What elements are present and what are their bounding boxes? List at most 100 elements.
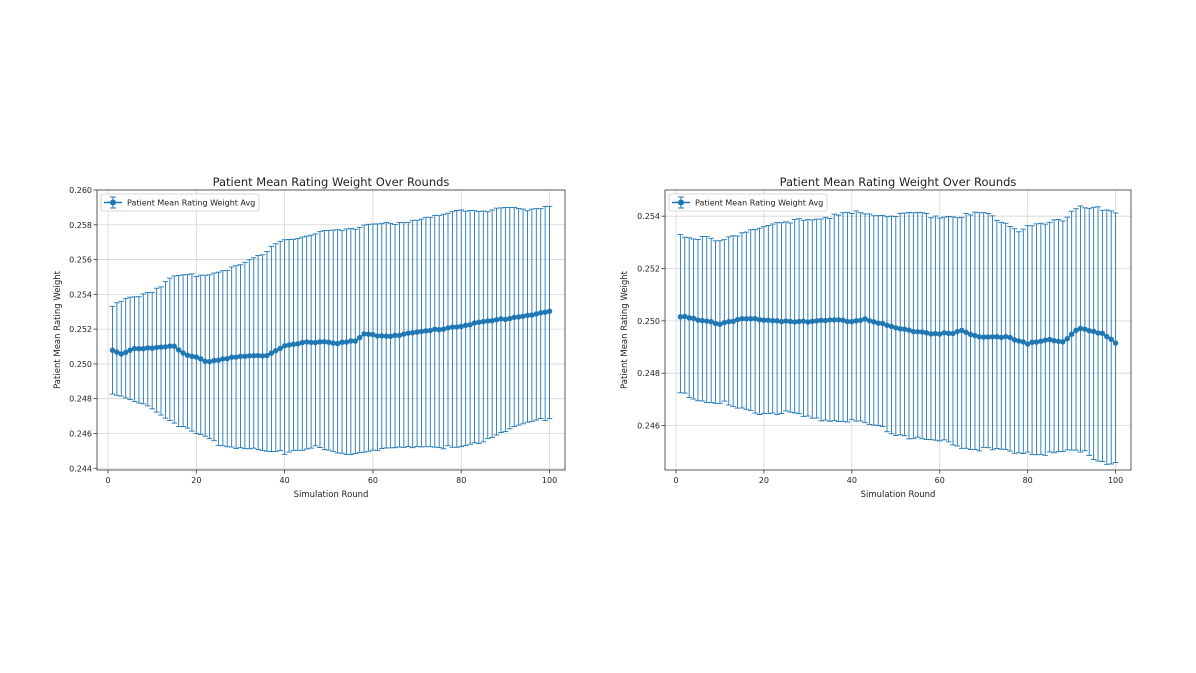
error-bar	[162, 281, 169, 419]
data-point	[849, 318, 855, 325]
error-bar	[932, 215, 939, 441]
data-point	[246, 353, 253, 359]
data-point	[1095, 330, 1101, 336]
data-point	[901, 326, 908, 332]
data-point	[774, 318, 780, 324]
data-point	[281, 343, 288, 349]
x-axis-label: Simulation Round	[861, 490, 936, 500]
data-point	[1090, 328, 1097, 335]
error-bar	[985, 213, 991, 449]
x-tick-label: 80	[1023, 476, 1033, 485]
data-point	[498, 316, 504, 322]
plot-frame	[664, 189, 1132, 471]
data-point	[476, 319, 482, 325]
error-bar	[167, 277, 173, 421]
y-tick-label: 0.252	[69, 325, 92, 334]
data-point	[122, 349, 129, 356]
data-point	[343, 339, 350, 345]
data-point	[290, 341, 297, 347]
chart-title: Patient Mean Rating Weight Over Rounds	[213, 175, 450, 189]
data-point	[981, 334, 987, 340]
error-bar	[787, 222, 794, 413]
data-point	[752, 315, 758, 322]
data-point	[906, 327, 912, 333]
data-point	[215, 357, 222, 363]
data-point	[109, 347, 116, 353]
data-point	[251, 353, 257, 359]
data-point	[783, 318, 789, 324]
y-tick-label: 0.256	[69, 256, 92, 265]
error-bar	[901, 212, 908, 437]
legend-label: Patient Mean Rating Weight Avg	[127, 199, 255, 208]
data-point	[184, 352, 191, 358]
data-point	[511, 314, 517, 321]
data-point	[189, 353, 195, 360]
data-point	[915, 329, 921, 335]
data-point	[910, 328, 917, 335]
data-point	[941, 330, 947, 336]
data-point	[818, 317, 824, 324]
data-point	[699, 317, 706, 324]
data-point	[458, 323, 464, 330]
data-point	[897, 325, 903, 332]
y-ticks: 0.244 0.246 0.248 0.250 0.252 0.254 0.256 0.258…	[69, 186, 97, 473]
data-point	[462, 322, 469, 329]
data-point	[822, 317, 829, 324]
legend-box	[668, 193, 828, 212]
data-point	[436, 327, 442, 333]
data-point	[295, 341, 301, 347]
data-point	[224, 355, 230, 362]
data-point	[1042, 337, 1048, 343]
data-point	[1064, 336, 1070, 342]
legend: Patient Mean Rating Weight Avg	[668, 193, 828, 212]
data-point	[998, 334, 1005, 341]
x-axis-label: Simulation Round	[294, 490, 369, 500]
error-bar	[189, 273, 195, 432]
data-point	[242, 353, 248, 359]
error-bar	[171, 275, 178, 424]
error-bar	[471, 210, 478, 444]
data-point	[171, 343, 177, 349]
data-point	[730, 318, 736, 325]
data-point	[538, 310, 544, 316]
data-point	[800, 318, 807, 324]
data-point	[1020, 339, 1026, 345]
data-point	[721, 319, 728, 326]
data-point	[220, 356, 226, 362]
data-point	[114, 349, 120, 355]
error-bar	[273, 243, 279, 452]
data-point	[131, 345, 138, 352]
x-tick-label: 100	[1108, 476, 1123, 485]
data-point	[862, 316, 868, 322]
y-tick-label: 0.258	[69, 221, 92, 230]
data-point	[352, 338, 358, 344]
data-point	[954, 328, 961, 335]
data-point	[787, 318, 793, 325]
data-point	[520, 313, 526, 319]
data-point	[264, 352, 270, 359]
data-point	[1011, 337, 1018, 343]
data-point	[533, 311, 540, 317]
data-point	[743, 316, 750, 322]
mean-series	[109, 308, 553, 365]
data-point	[317, 339, 323, 345]
data-point	[193, 354, 200, 360]
data-point	[546, 308, 553, 314]
error-bar	[158, 286, 164, 416]
data-point	[432, 326, 438, 332]
error-bar	[153, 287, 160, 413]
error-bar	[259, 254, 266, 451]
x-tick-label: 60	[368, 476, 378, 485]
data-point	[445, 325, 451, 331]
data-point	[423, 328, 429, 334]
data-point	[255, 352, 261, 359]
data-point	[175, 347, 182, 353]
data-point	[529, 312, 535, 318]
error-bar	[480, 210, 487, 443]
data-point	[180, 350, 186, 356]
y-tick-label: 0.248	[69, 395, 92, 404]
legend: Patient Mean Rating Weight Avg	[100, 193, 260, 212]
data-point	[493, 316, 500, 323]
data-point	[277, 345, 283, 352]
